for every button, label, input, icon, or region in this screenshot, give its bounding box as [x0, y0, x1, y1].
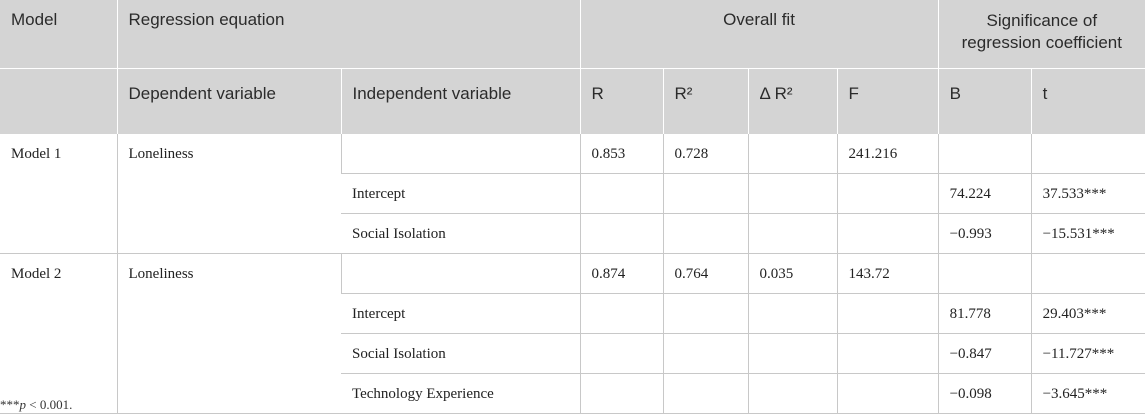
- header-t: t: [1030, 68, 1145, 134]
- fit-r2: 0.728: [662, 134, 749, 174]
- coef-t: −15.531***: [1030, 213, 1145, 254]
- header-model: Model: [0, 0, 117, 69]
- table-row: Social Isolation −0.993 −15.531***: [0, 213, 1145, 254]
- coef-b: −0.993: [937, 213, 1032, 254]
- coef-t: −3.645***: [1030, 373, 1145, 414]
- fit-r: 0.853: [579, 134, 664, 174]
- coef-t: [1030, 253, 1145, 294]
- footnote-stars: ***: [0, 397, 20, 412]
- coef-b: [937, 253, 1032, 294]
- fit-delta-r2: [747, 173, 838, 214]
- coef-b: −0.847: [937, 333, 1032, 374]
- dependent-variable: Loneliness: [116, 253, 341, 414]
- header-delta-r2: Δ R²: [747, 68, 838, 134]
- independent-variable: Technology Experience: [341, 373, 581, 414]
- fit-delta-r2: [747, 373, 838, 414]
- fit-f: [836, 293, 939, 334]
- fit-r2: [662, 173, 749, 214]
- footnote-p: p: [19, 397, 27, 412]
- table-row: Technology Experience −0.098 −3.645***: [0, 373, 1145, 414]
- fit-f: [836, 333, 939, 374]
- table-row: Intercept 74.224 37.533***: [0, 173, 1145, 214]
- header-regression-equation: Regression equation: [116, 0, 581, 69]
- fit-r2: [662, 293, 749, 334]
- fit-delta-r2: 0.035: [747, 253, 838, 294]
- independent-variable: Social Isolation: [341, 213, 581, 254]
- coef-t: 29.403***: [1030, 293, 1145, 334]
- header-b: B: [937, 68, 1032, 134]
- fit-r2: [662, 373, 749, 414]
- coef-t: [1030, 134, 1145, 174]
- fit-delta-r2: [747, 333, 838, 374]
- fit-delta-r2: [747, 134, 838, 174]
- header-row-1: Model Regression equation Overall fit Si…: [0, 0, 1145, 69]
- header-empty: [0, 68, 117, 134]
- coef-b: −0.098: [937, 373, 1032, 414]
- fit-f: 241.216: [836, 134, 939, 174]
- table-row: Model 2 Loneliness 0.874 0.764 0.035 143…: [0, 253, 1145, 414]
- header-independent-variable: Independent variable: [340, 68, 581, 134]
- fit-f: 143.72: [836, 253, 939, 294]
- header-r2: R²: [662, 68, 749, 134]
- fit-r: [579, 333, 664, 374]
- table-footnote: ***p < 0.001.: [0, 397, 72, 413]
- model-name: Model 2: [0, 253, 117, 414]
- coef-t: −11.727***: [1030, 333, 1145, 374]
- header-f: F: [836, 68, 939, 134]
- fit-r: [579, 293, 664, 334]
- fit-r2: [662, 333, 749, 374]
- independent-variable: Social Isolation: [341, 333, 581, 374]
- fit-r: [579, 373, 664, 414]
- fit-delta-r2: [747, 213, 838, 254]
- header-overall-fit: Overall fit: [579, 0, 939, 69]
- independent-variable: Intercept: [341, 293, 581, 334]
- coef-b: 81.778: [937, 293, 1032, 334]
- coef-b: [937, 134, 1032, 174]
- table-row: Social Isolation −0.847 −11.727***: [0, 333, 1145, 374]
- header-r: R: [579, 68, 664, 134]
- fit-f: [836, 173, 939, 214]
- coef-b: 74.224: [937, 173, 1032, 214]
- table-row: Model 1 Loneliness 0.853 0.728 241.216: [0, 134, 1145, 254]
- fit-f: [836, 373, 939, 414]
- independent-variable: Intercept: [341, 173, 581, 214]
- fit-r: [579, 173, 664, 214]
- header-row-2: Dependent variable Independent variable …: [0, 68, 1145, 134]
- header-significance: Significance of regression coefficient: [937, 0, 1145, 69]
- fit-delta-r2: [747, 293, 838, 334]
- fit-r2: [662, 213, 749, 254]
- header-dependent-variable: Dependent variable: [116, 68, 341, 134]
- coef-t: 37.533***: [1030, 173, 1145, 214]
- dependent-variable: Loneliness: [116, 134, 341, 254]
- independent-variable: [340, 134, 581, 174]
- independent-variable: [340, 253, 581, 294]
- fit-r: 0.874: [579, 253, 664, 294]
- fit-r2: 0.764: [662, 253, 749, 294]
- table-row: Intercept 81.778 29.403***: [0, 293, 1145, 334]
- fit-r: [579, 213, 664, 254]
- footnote-text: < 0.001.: [26, 397, 73, 412]
- model-name: Model 1: [0, 134, 117, 254]
- fit-f: [836, 213, 939, 254]
